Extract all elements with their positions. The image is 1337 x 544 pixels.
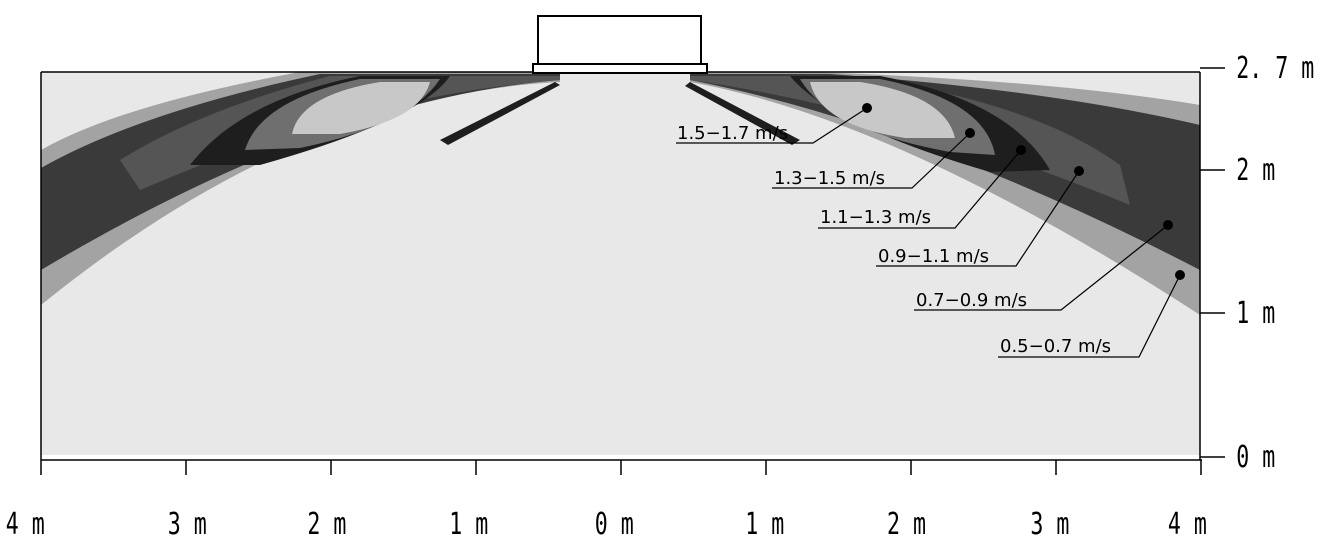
- jet-right: [685, 82, 800, 145]
- legend-item: 1.3−1.5 m/s: [772, 128, 975, 189]
- legend-item: 0.5−0.7 m/s: [998, 270, 1185, 358]
- legend-item: 0.9−1.1 m/s: [876, 166, 1084, 267]
- legend-leader-line: [876, 170, 1080, 267]
- x-ticks: [40, 460, 1202, 475]
- x-tick-label: 1 m: [449, 508, 488, 542]
- velocity-legend: 1.5−1.7 m/s 1.3−1.5 m/s 1.1−1.3 m/s 0.9−…: [676, 103, 1185, 358]
- x-tick-label: 4 m: [6, 508, 45, 542]
- legend-item: 1.5−1.7 m/s: [676, 103, 872, 144]
- jet-left: [440, 82, 560, 145]
- x-tick-label: 2 m: [307, 508, 346, 542]
- x-tick-label: 1 m: [745, 508, 784, 542]
- y-tick-label: 2 m: [1236, 154, 1275, 188]
- legend-leader-line: [676, 107, 868, 144]
- ceiling-unit-body: [537, 15, 702, 67]
- band-left-0.7-0.9: [41, 74, 560, 270]
- legend-leader-line: [772, 132, 971, 189]
- x-tick-label: 3 m: [1030, 508, 1069, 542]
- ceiling-unit-panel: [532, 63, 708, 74]
- x-tick-label: 3 m: [168, 508, 207, 542]
- legend-label: 1.5−1.7 m/s: [677, 123, 788, 144]
- legend-label: 0.5−0.7 m/s: [1000, 336, 1111, 357]
- legend-leader-line: [818, 149, 1022, 229]
- legend-item: 0.7−0.9 m/s: [914, 220, 1173, 311]
- band-right-0.7-0.9: [690, 74, 1200, 270]
- y-tick-label: 2. 7 m: [1236, 52, 1314, 86]
- velocity-bands: [41, 72, 1200, 315]
- y-tick-label: 1 m: [1236, 297, 1275, 331]
- legend-leader-line: [914, 224, 1169, 311]
- legend-leader-line: [998, 274, 1181, 358]
- legend-label: 0.7−0.9 m/s: [916, 290, 1027, 311]
- y-ticks: [1200, 67, 1225, 458]
- x-tick-label: 0 m: [595, 508, 634, 542]
- band-right-1.5-1.7: [810, 82, 955, 138]
- x-tick-label: 4 m: [1168, 508, 1207, 542]
- band-left-1.5-1.7: [292, 82, 430, 134]
- legend-label: 1.3−1.5 m/s: [774, 168, 885, 189]
- legend-item: 1.1−1.3 m/s: [818, 145, 1026, 229]
- legend-label: 0.9−1.1 m/s: [878, 246, 989, 267]
- y-tick-labels: 2. 7 m 2 m 1 m 0 m: [1236, 52, 1314, 475]
- x-tick-labels: 4 m 3 m 2 m 1 m 0 m 1 m 2 m 3 m 4 m: [6, 508, 1207, 542]
- x-tick-label: 2 m: [887, 508, 926, 542]
- legend-label: 1.1−1.3 m/s: [820, 207, 931, 228]
- y-tick-label: 0 m: [1236, 441, 1275, 475]
